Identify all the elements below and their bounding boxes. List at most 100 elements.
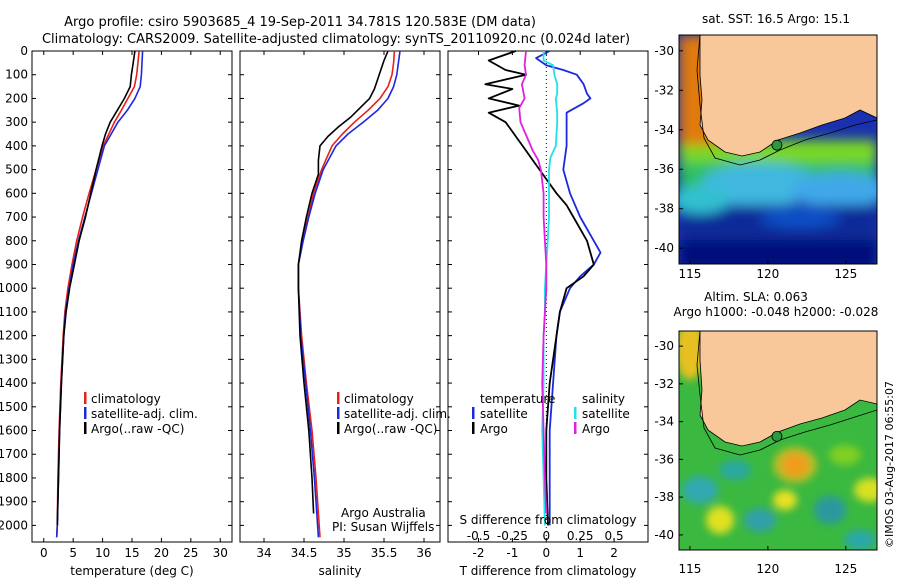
x-tick-label: 34.5	[291, 546, 318, 560]
temperature-xlabel: temperature (deg C)	[70, 564, 193, 578]
legend-label-t-argo: Argo	[480, 422, 508, 436]
depth-tick-label: 200	[5, 91, 28, 105]
depth-tick-label: 1200	[0, 329, 28, 343]
depth-tick-label: 500	[5, 163, 28, 177]
s-tick-label: -0.5	[467, 529, 490, 543]
series-line-satellite-adj-clim-	[55, 50, 144, 538]
x-tick-label: 0	[542, 546, 550, 560]
salinity-x-ticks: 34 34.5 35 35.5 36	[256, 51, 432, 560]
difference-x-ticks: -2 -1 0 1 2	[473, 51, 618, 560]
sst-map-frame	[678, 34, 878, 265]
depth-tick-label: 1000	[0, 281, 28, 295]
x-tick-label: 1	[576, 546, 584, 560]
map-y-tick-label: -32	[654, 377, 674, 391]
depth-tick-label: 900	[5, 257, 28, 271]
depth-tick-label: 1600	[0, 424, 28, 438]
s-tick-label: 0.25	[567, 529, 594, 543]
s-tick-label: 0	[542, 529, 550, 543]
salinity-plot-frame	[239, 50, 441, 543]
depth-tick-label: 600	[5, 186, 28, 200]
x-tick-label: 35.5	[371, 546, 398, 560]
s-tick-label: -0.25	[497, 529, 528, 543]
depth-axis-ticks: 0 100 200 300 400 500 600 700 800 900 1000 1100 1200…	[0, 44, 648, 532]
x-tick-label: 2	[610, 546, 618, 560]
difference-panel: -2 -1 0 1 2 -0.5 -0.25 0 0.25 0.5 S difference f…	[447, 50, 649, 578]
legend-swatch-s-satellite	[574, 407, 577, 419]
x-tick-label: 5	[69, 546, 77, 560]
map-x-tick-label: 115	[678, 267, 701, 281]
x-tick-label: -1	[506, 546, 518, 560]
map-y-tick-label: -30	[654, 44, 674, 58]
x-tick-label: -2	[473, 546, 485, 560]
map-y-tick-label: -40	[654, 528, 674, 542]
legend-swatch-climatology	[337, 392, 340, 404]
legend-label-satellite: satellite-adj. clim.	[91, 407, 198, 421]
legend-label-climatology: climatology	[344, 392, 414, 406]
s-tick-label: 0.5	[605, 529, 624, 543]
annotation-argo-australia: Argo Australia	[341, 506, 426, 520]
legend-swatch-climatology	[84, 392, 87, 404]
depth-tick-label: 1400	[0, 376, 28, 390]
depth-tick-label: 2000	[0, 518, 28, 532]
series-line-satellite-adj-clim-	[297, 50, 401, 538]
x-tick-label: 20	[154, 546, 169, 560]
difference-lines	[484, 50, 602, 526]
imos-credit: ©IMOS 03-Aug-2017 06:55:07	[883, 381, 896, 548]
map-x-tick-label: 120	[756, 562, 779, 576]
figure-title-line2: Climatology: CARS2009. Satellite-adjuste…	[42, 32, 630, 47]
temperature-lines	[55, 50, 144, 538]
sst-field	[679, 35, 877, 264]
depth-tick-label: 0	[20, 44, 28, 58]
x-tick-label: 25	[183, 546, 198, 560]
legend-label-argo: Argo(..raw -QC)	[344, 422, 437, 436]
argo-location-marker	[771, 139, 783, 151]
map-x-tick-label: 115	[678, 562, 701, 576]
salinity-xlabel: salinity	[318, 564, 361, 578]
isobath	[679, 331, 877, 456]
series-line-argo	[297, 50, 389, 514]
figure-title-line1: Argo profile: csiro 5903685_4 19-Sep-201…	[64, 15, 536, 30]
sla-field	[679, 331, 877, 550]
depth-tick-label: 1500	[0, 400, 28, 414]
map-y-tick-label: -38	[654, 490, 674, 504]
legend-label-s-argo: Argo	[582, 422, 610, 436]
map-x-tick-label: 125	[834, 562, 857, 576]
depth-tick-label: 400	[5, 139, 28, 153]
temperature-plot-frame	[31, 50, 233, 543]
x-tick-label: 35	[336, 546, 351, 560]
legend-swatch-argo	[84, 422, 87, 434]
s-diff-label: S difference from climatology	[460, 513, 637, 527]
temperature-legend: climatology satellite-adj. clim. Argo(..…	[84, 392, 198, 436]
depth-tick-label: 700	[5, 210, 28, 224]
sst-map-ticks: 115 120 125 -30 -32 -34 -36 -38 -40	[654, 44, 857, 281]
difference-plot-frame	[447, 50, 649, 543]
sla-map-subtitle: Argo h1000: -0.048 h2000: -0.028	[674, 305, 879, 319]
temperature-panel: 0100200300400500600700800900100011001200…	[0, 44, 648, 578]
x-tick-label: 10	[95, 546, 110, 560]
map-y-tick-label: -30	[654, 339, 674, 353]
argo-location-marker	[771, 430, 783, 442]
depth-tick-label: 1800	[0, 471, 28, 485]
x-tick-label: 36	[416, 546, 431, 560]
legend-swatch-satellite	[84, 407, 87, 419]
sst-map: sat. SST: 16.5 Argo: 15.1	[654, 12, 878, 281]
sla-map-frame	[678, 330, 878, 551]
map-y-tick-label: -40	[654, 241, 674, 255]
sla-map-title: Altim. SLA: 0.063	[704, 290, 808, 304]
depth-tick-label: 1100	[0, 305, 28, 319]
map-y-tick-label: -32	[654, 83, 674, 97]
map-x-tick-label: 125	[834, 267, 857, 281]
legend-swatch-argo	[337, 422, 340, 434]
legend-label-s-satellite: satellite	[582, 407, 630, 421]
legend-swatch-t-argo	[472, 422, 475, 434]
legend-label-climatology: climatology	[91, 392, 161, 406]
salinity-lines	[297, 50, 401, 538]
temperature-x-ticks: 0 5 10 15 20 25 30	[40, 51, 228, 560]
sla-map-ticks: 115 120 125 -30 -32 -34 -36 -38 -40	[654, 339, 857, 576]
depth-tick-label: 1300	[0, 352, 28, 366]
legend-swatch-satellite	[337, 407, 340, 419]
series-line-temperature-Argo	[484, 50, 595, 526]
salinity-legend: climatology satellite-adj. clim. Argo(..…	[337, 392, 451, 436]
series-line-climatology	[297, 50, 396, 538]
